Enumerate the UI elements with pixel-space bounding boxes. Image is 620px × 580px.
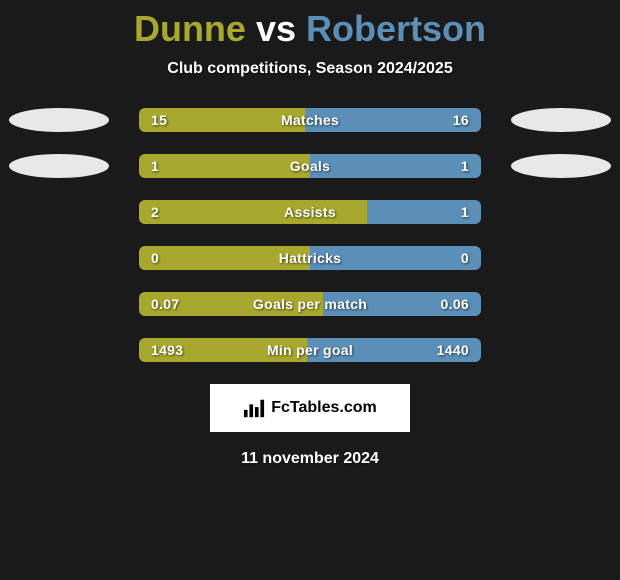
comparison-card: Dunne vs Robertson Club competitions, Se… [0, 0, 620, 580]
stat-value-left: 15 [151, 112, 167, 128]
bar-fill-left [139, 154, 310, 178]
stat-label: Goals per match [253, 296, 367, 312]
player1-name: Dunne [134, 8, 246, 49]
stat-row: 15 Matches 16 [0, 108, 620, 132]
stat-row: 0 Hattricks 0 [0, 246, 620, 270]
stat-value-left: 0 [151, 250, 159, 266]
stat-bar: 15 Matches 16 [139, 108, 481, 132]
player1-badge [9, 108, 109, 132]
stat-label: Matches [281, 112, 339, 128]
stat-row: 0.07 Goals per match 0.06 [0, 292, 620, 316]
stat-bar: 0.07 Goals per match 0.06 [139, 292, 481, 316]
stat-value-right: 1 [461, 158, 469, 174]
logo-text: FcTables.com [271, 399, 377, 417]
player2-badge [511, 154, 611, 178]
stat-value-left: 1 [151, 158, 159, 174]
stat-label: Hattricks [279, 250, 342, 266]
player2-badge [511, 108, 611, 132]
stat-bar: 0 Hattricks 0 [139, 246, 481, 270]
stat-bar: 1493 Min per goal 1440 [139, 338, 481, 362]
stat-row: 1 Goals 1 [0, 154, 620, 178]
stat-row: 1493 Min per goal 1440 [0, 338, 620, 362]
page-title: Dunne vs Robertson [134, 8, 486, 50]
fctables-bars-icon [243, 397, 265, 419]
stat-bar: 2 Assists 1 [139, 200, 481, 224]
stat-value-right: 1 [461, 204, 469, 220]
vs-separator: vs [256, 8, 296, 49]
player1-badge [9, 154, 109, 178]
stat-label: Goals [290, 158, 330, 174]
stat-value-right: 0.06 [441, 296, 469, 312]
stat-value-right: 16 [453, 112, 469, 128]
date-label: 11 november 2024 [241, 450, 379, 468]
stat-value-left: 0.07 [151, 296, 179, 312]
subtitle: Club competitions, Season 2024/2025 [167, 60, 452, 78]
player2-name: Robertson [306, 8, 486, 49]
stat-label: Min per goal [267, 342, 353, 358]
stat-bar: 1 Goals 1 [139, 154, 481, 178]
stat-value-right: 0 [461, 250, 469, 266]
stat-value-right: 1440 [437, 342, 469, 358]
stat-label: Assists [284, 204, 336, 220]
logo-box: FcTables.com [210, 384, 410, 432]
stat-row: 2 Assists 1 [0, 200, 620, 224]
bar-fill-right [310, 154, 481, 178]
stat-value-left: 1493 [151, 342, 183, 358]
stat-value-left: 2 [151, 204, 159, 220]
stat-rows: 15 Matches 16 1 Goals 1 2 Assists 1 0 Hattricks 0 0.… [0, 108, 620, 362]
